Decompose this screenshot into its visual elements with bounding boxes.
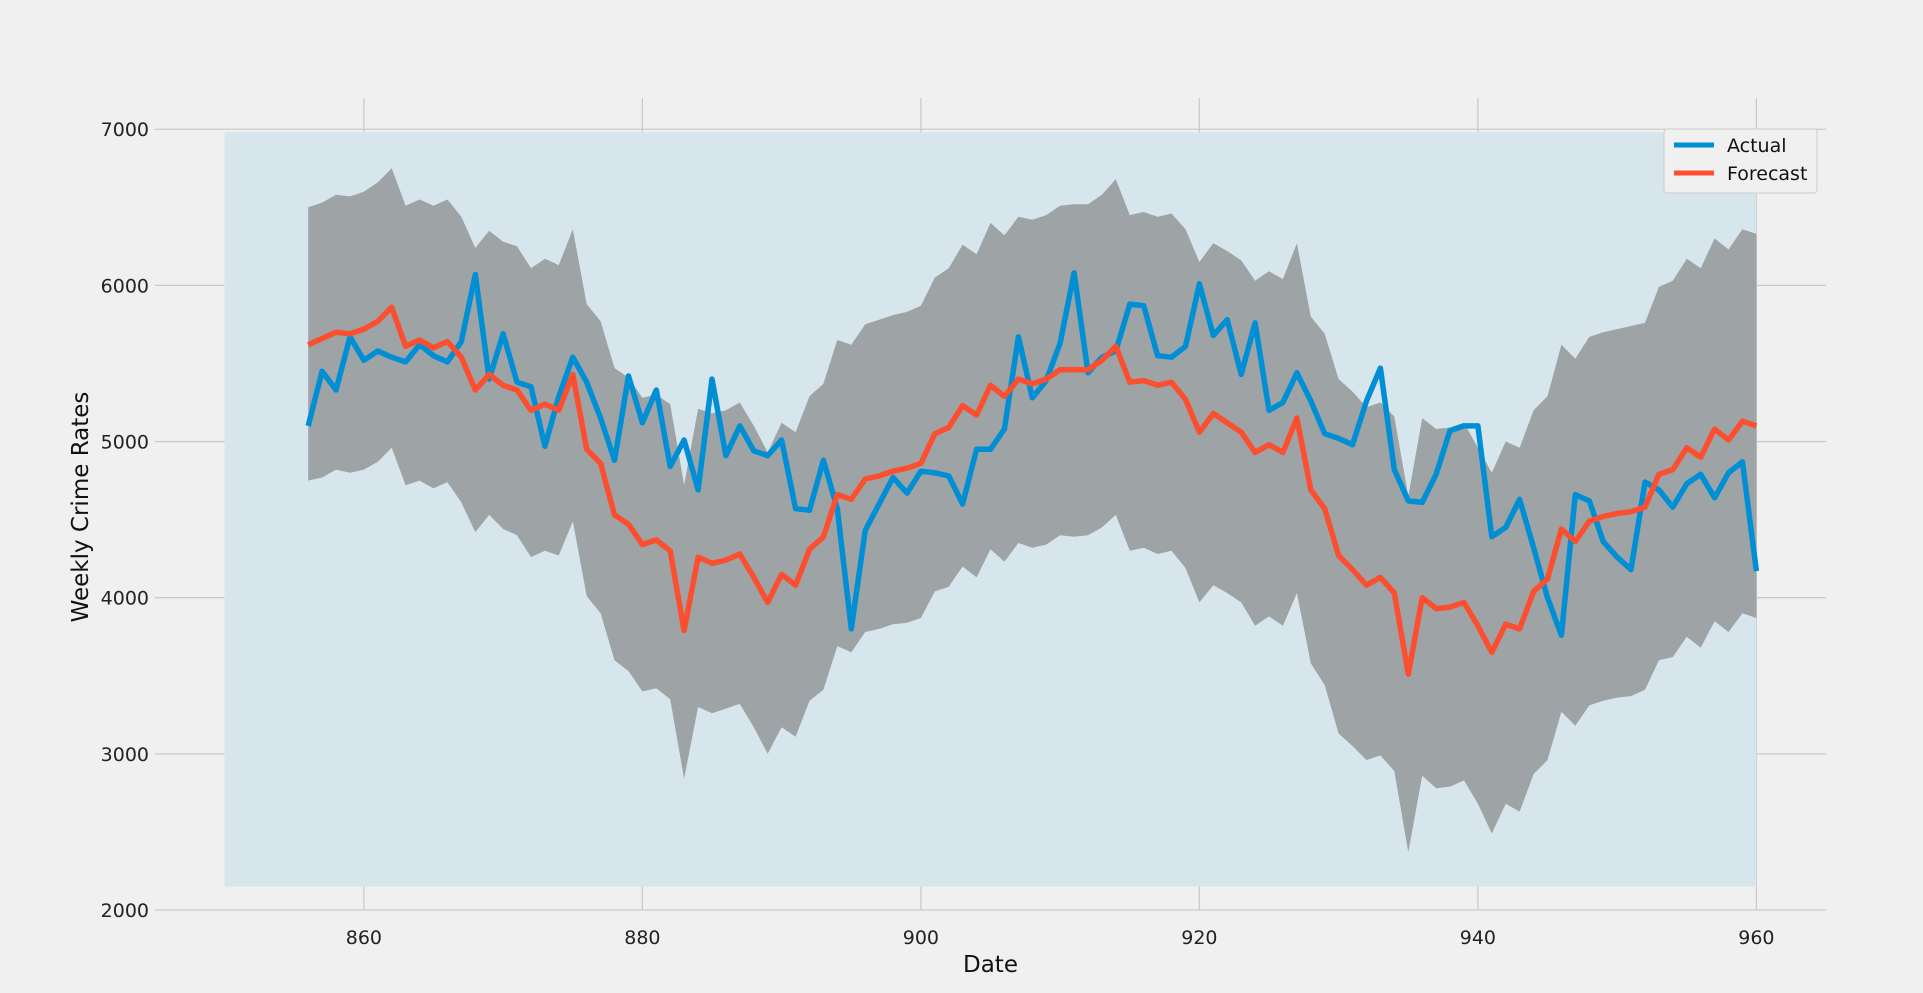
series-line-actual xyxy=(305,270,1760,638)
y-axis-ticks: 2000 3000 4000 5000 6000 7000 xyxy=(101,119,149,922)
x-axis-label: Date xyxy=(963,952,1018,978)
legend-label-actual: Actual xyxy=(1727,135,1787,157)
confidence-interval-band xyxy=(308,168,1757,853)
x-tick-label: 860 xyxy=(346,927,382,949)
legend-label-forecast: Forecast xyxy=(1727,163,1807,185)
legend: Actual Forecast xyxy=(1663,128,1818,194)
x-tick-label: 920 xyxy=(1181,927,1217,949)
series-line-forecast xyxy=(307,304,1758,677)
x-tick-label: 880 xyxy=(624,927,660,949)
x-axis-ticks: 860 880 900 920 940 960 xyxy=(346,927,1775,949)
y-tick-label: 7000 xyxy=(101,119,149,141)
y-tick-label: 3000 xyxy=(101,744,149,766)
x-tick-label: 900 xyxy=(903,927,939,949)
y-axis-label: Weekly Crime Rates xyxy=(68,392,94,623)
x-tick-label: 960 xyxy=(1738,927,1774,949)
y-tick-label: 2000 xyxy=(101,900,149,922)
y-tick-label: 5000 xyxy=(101,432,149,454)
y-tick-label: 6000 xyxy=(101,275,149,297)
x-tick-label: 940 xyxy=(1460,927,1496,949)
y-tick-label: 4000 xyxy=(101,588,149,610)
